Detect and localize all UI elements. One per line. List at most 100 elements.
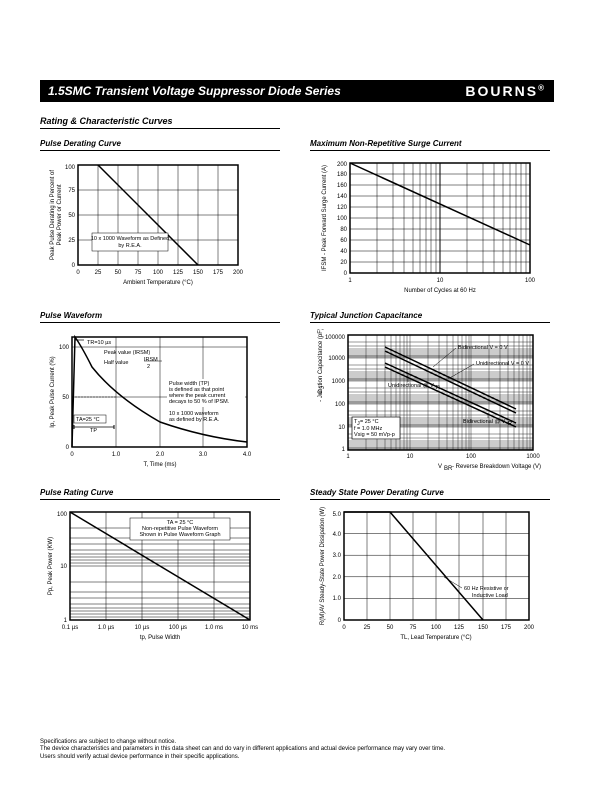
chart-title: Maximum Non-Repetitive Surge Current [310,139,550,151]
svg-text:1.0 µs: 1.0 µs [98,625,114,631]
svg-text:60 Hz Resistive or: 60 Hz Resistive or [464,586,509,592]
svg-text:120: 120 [337,205,348,211]
svg-text:as defined by R.E.A.: as defined by R.E.A. [169,417,220,423]
svg-text:50: 50 [115,270,122,276]
svg-text:100: 100 [431,625,442,631]
svg-text:5.0: 5.0 [333,512,342,518]
svg-text:10: 10 [407,454,414,460]
svg-text:60: 60 [340,238,347,244]
svg-text:10: 10 [60,564,67,570]
svg-text:10000: 10000 [328,356,345,362]
svg-text:Pp, Peak Power (KW): Pp, Peak Power (KW) [48,537,54,595]
svg-text:75: 75 [410,625,417,631]
chart-svg: 10 x 1000 Waveform as Defined by R.E.A. … [40,157,260,287]
svg-text:1.0: 1.0 [333,596,342,602]
svg-text:R(M)AV Steady-State Power Diss: R(M)AV Steady-State Power Dissipation (W… [320,507,326,625]
svg-text:Peak value (IRSM): Peak value (IRSM) [104,350,150,356]
svg-text:Peak Power or Current: Peak Power or Current [57,184,63,245]
svg-text:1: 1 [64,618,68,624]
svg-text:1: 1 [348,278,352,284]
chart-svg: Bidirectional V = 0 V Unidirectional V =… [310,329,550,474]
svg-text:= 25 °C: = 25 °C [360,419,379,425]
svg-text:2.0: 2.0 [156,452,165,458]
svg-text:200: 200 [337,162,348,168]
svg-text:1.0: 1.0 [112,452,121,458]
chart-title: Steady State Power Derating Curve [310,488,550,500]
svg-text:100: 100 [466,454,477,460]
svg-text:0: 0 [66,445,70,451]
brand-logo: BOURNS® [465,83,546,99]
svg-text:160: 160 [337,183,348,189]
svg-text:40: 40 [340,249,347,255]
svg-text:175: 175 [213,270,224,276]
chart-pulse-waveform: Pulse Waveform TR=10 µs Peak value (IRSM… [40,311,280,474]
svg-text:Unidirectional @ V: Unidirectional @ V [388,383,434,389]
svg-text:R: R [436,385,440,391]
svg-text:2.0: 2.0 [333,575,342,581]
svg-text:100: 100 [59,345,70,351]
svg-text:Inductive Load: Inductive Load [472,593,508,599]
chart-svg: 60 Hz Resistive or Inductive Load 0 1.0 … [310,506,550,641]
svg-text:100000: 100000 [325,335,346,341]
svg-text:IRSM: IRSM [144,357,158,363]
svg-text:1000: 1000 [332,379,346,385]
svg-text:25: 25 [95,270,102,276]
svg-text:- Reverse Breakdown Voltage (V: - Reverse Breakdown Voltage (V) [452,464,541,470]
svg-text:Bidirectional V = 0 V: Bidirectional V = 0 V [458,345,508,351]
svg-text:TP: TP [90,428,97,434]
svg-text:100 µs: 100 µs [169,625,187,631]
svg-text:TR=10 µs: TR=10 µs [87,340,111,346]
svg-text:75: 75 [68,188,75,194]
svg-text:25: 25 [364,625,371,631]
svg-text:100: 100 [153,270,164,276]
svg-text:0: 0 [342,625,346,631]
svg-text:25: 25 [68,238,75,244]
svg-text:0: 0 [76,270,80,276]
chart-svg: 0 20 40 60 80 100 120 140 160 180 200 1 … [310,157,550,297]
svg-text:100: 100 [65,165,76,171]
svg-text:0.1 µs: 0.1 µs [62,625,78,631]
svg-text:1: 1 [342,447,346,453]
svg-text:0: 0 [72,263,76,269]
svg-text:Ambient Temperature (°C): Ambient Temperature (°C) [123,280,193,286]
chart-steady-state: Steady State Power Derating Curve 60 Hz … [310,488,550,641]
svg-text:100: 100 [525,278,536,284]
title-bar: 1.5SMC Transient Voltage Suppressor Diod… [40,80,554,102]
svg-text:10: 10 [338,425,345,431]
chart-title: Pulse Rating Curve [40,488,280,500]
svg-text:200: 200 [524,625,535,631]
section-heading: Rating & Characteristic Curves [40,116,280,129]
svg-text:125: 125 [454,625,465,631]
svg-text:140: 140 [337,194,348,200]
svg-text:75: 75 [135,270,142,276]
svg-text:Shown in Pulse Waveform Graph: Shown in Pulse Waveform Graph [139,532,220,538]
svg-text:Unidirectional V = 0 V: Unidirectional V = 0 V [476,361,529,367]
svg-text:decays to 50 % of IPSM.: decays to 50 % of IPSM. [169,399,230,405]
svg-text:Half value: Half value [104,360,128,366]
svg-text:50: 50 [62,395,69,401]
svg-text:50: 50 [387,625,394,631]
svg-text:T, Time (ms): T, Time (ms) [144,462,177,468]
chart-svg: TR=10 µs Peak value (IRSM) Half value IR… [40,329,260,469]
svg-text:4.0: 4.0 [333,532,342,538]
svg-text:V: V [438,464,442,470]
chart-title: Typical Junction Capacitance [310,311,550,323]
svg-text:175: 175 [501,625,512,631]
svg-text:125: 125 [173,270,184,276]
chart-pulse-derating: Pulse Derating Curve [40,139,280,297]
chart-svg: TA = 25 °C Non-repetitive Pulse Waveform… [40,506,260,641]
chart-pulse-rating: Pulse Rating Curve TA = 25 °C Non [40,488,280,641]
chart-title: Pulse Waveform [40,311,280,323]
svg-text:10: 10 [437,278,444,284]
footer-text: Specifications are subject to change wit… [40,739,445,762]
svg-text:by R.E.A.: by R.E.A. [118,243,142,249]
svg-text:Ip, Peak Pulse Current (%): Ip, Peak Pulse Current (%) [50,356,56,427]
svg-text:100: 100 [57,512,68,518]
chart-junction-cap: Typical Junction Capacitance [310,311,550,474]
svg-text:20: 20 [340,260,347,266]
svg-text:TA=25 °C: TA=25 °C [76,417,100,423]
svg-text:Peak Pulse Derating in Percent: Peak Pulse Derating in Percent of [50,170,56,260]
svg-text:Vsig = 50 mVp-p: Vsig = 50 mVp-p [354,432,395,438]
svg-text:50: 50 [68,213,75,219]
svg-text:200: 200 [233,270,244,276]
